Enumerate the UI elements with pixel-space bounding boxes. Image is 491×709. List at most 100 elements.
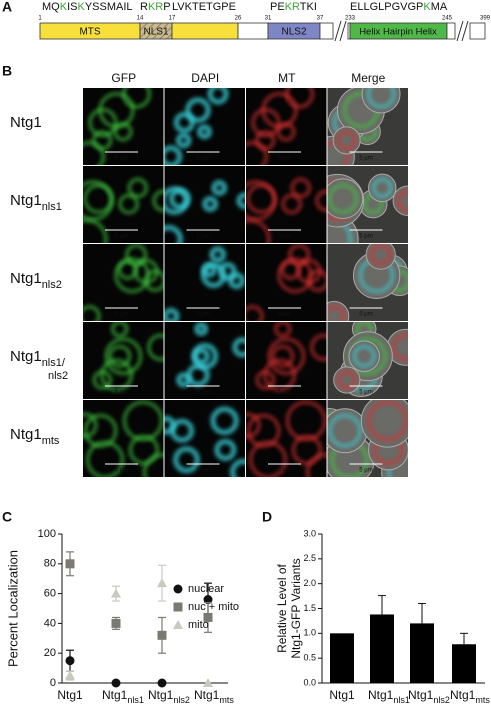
micrograph-content: [327, 173, 408, 243]
signal: [271, 344, 295, 368]
scale-bar-label: 5 µm: [359, 390, 372, 396]
micrograph-content: [255, 322, 327, 392]
scale-bar-label: 5 µm: [115, 390, 128, 396]
y-tick-label: 0.5: [303, 653, 316, 663]
row-label: Ntg1nls1/nls2: [10, 348, 68, 382]
row-label: Ntg1nls1: [10, 192, 62, 213]
scale-bar-label: 5 µm: [278, 390, 291, 396]
micrograph: 5 µm: [164, 400, 245, 477]
category-name: Ntg1: [57, 688, 83, 702]
domain-label: NLS2: [281, 27, 306, 38]
sequence-segment: ELLGLPGVGP: [350, 1, 423, 13]
category-name: Ntg1: [102, 688, 128, 702]
linker: [446, 22, 456, 40]
row-label: Ntg1: [10, 114, 42, 131]
signal: [246, 141, 268, 165]
y-axis-label: Ntg1-GFP Variants: [289, 558, 303, 658]
sequence: MQKISKYSSMAIL: [42, 1, 133, 13]
signal: [169, 187, 191, 210]
scale-bar-label: 5 µm: [115, 468, 128, 474]
signal: [211, 180, 228, 196]
sequence-segment: MQ: [42, 1, 60, 13]
signal: [367, 400, 408, 441]
row-label-subscript: nls1: [42, 201, 62, 213]
signal: [246, 414, 281, 448]
signal: [192, 347, 210, 365]
signal: [285, 400, 327, 441]
micrograph: 5 µm: [164, 166, 245, 243]
micrograph-content: [164, 180, 245, 243]
x-tick-label: Ntg1: [329, 688, 355, 702]
scale-bar-label: 5 µm: [278, 312, 291, 318]
signal: [122, 88, 151, 109]
signal: [285, 88, 314, 109]
micrograph-content: [246, 244, 327, 321]
signal: [232, 337, 245, 358]
micrograph-background: [83, 166, 164, 243]
sequence-segment: K: [77, 1, 85, 13]
row-label: Ntg1nls2: [10, 270, 62, 291]
break-mark: [339, 20, 347, 42]
micrograph: 5 µm: [246, 166, 327, 243]
point: [111, 618, 121, 628]
position-label: 37: [317, 16, 324, 22]
signal: [108, 344, 132, 368]
micrograph: 5 µm: [246, 244, 327, 321]
break-mark: [456, 20, 464, 42]
position-label: 233: [345, 16, 356, 22]
micrograph: 5 µm: [327, 400, 408, 477]
signal: [104, 337, 143, 375]
scale-bar-label: 5 µm: [278, 468, 291, 474]
signal: [274, 322, 292, 338]
micrograph: 5 µm: [327, 322, 408, 399]
signal: [83, 218, 108, 243]
scale-bar-label: 5 µm: [115, 312, 128, 318]
signal: [100, 358, 133, 392]
point: [157, 578, 167, 588]
micrograph-content: [164, 246, 245, 321]
signal: [201, 262, 227, 288]
signal: [307, 269, 327, 292]
sequence-segment: KR: [285, 1, 300, 13]
x-tick-label: Ntg1nls1: [368, 688, 410, 705]
signal: [170, 418, 195, 443]
signal: [197, 124, 212, 140]
sequence-segment: YSSMAIL: [85, 1, 133, 13]
category-subscript: nls2: [173, 695, 190, 705]
position-label: 245: [442, 16, 453, 22]
signal: [315, 189, 327, 212]
signal: [207, 88, 229, 105]
signal: [83, 183, 114, 214]
column-header: GFP: [111, 71, 136, 85]
category-name: Ntg1: [450, 688, 476, 702]
category-name: Ntg1: [194, 688, 220, 702]
column-header: Merge: [351, 71, 385, 85]
scale-bar-label: 5 µm: [359, 312, 372, 318]
linker: [237, 22, 269, 40]
category-subscript: nls2: [433, 695, 450, 705]
signal: [202, 196, 219, 212]
scale-bar-label: 5 µm: [359, 156, 372, 162]
signal: [263, 358, 296, 392]
micrograph: 5 µm: [246, 88, 327, 165]
row-label-subscript: mts: [42, 435, 60, 447]
row-label-name: Ntg1: [10, 114, 42, 131]
signal: [92, 370, 112, 390]
category-name: Ntg1: [368, 688, 394, 702]
point: [157, 630, 167, 640]
signal: [328, 414, 362, 448]
signal: [337, 370, 357, 390]
sequence-segment: P: [163, 1, 170, 13]
sequence: LVKTETGPE: [172, 1, 236, 13]
legend-label: nuc + mito: [188, 601, 239, 613]
signal: [290, 177, 311, 198]
legend-marker: [173, 602, 183, 612]
micrograph: 5 µm: [327, 244, 408, 321]
signal: [246, 305, 264, 321]
micrograph-content: [164, 88, 229, 165]
signal: [194, 322, 209, 336]
signal: [327, 183, 358, 214]
category-subscript: mts: [475, 695, 490, 705]
category-name: Ntg1: [329, 688, 355, 702]
